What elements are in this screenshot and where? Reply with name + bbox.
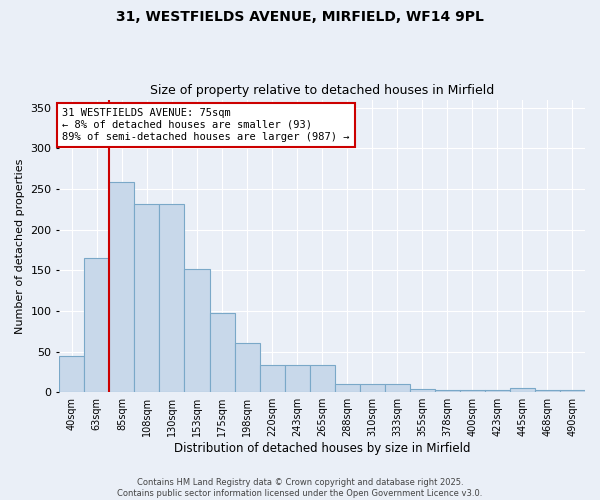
Bar	[235, 344, 260, 392]
Bar	[485, 390, 510, 392]
Bar	[85, 258, 109, 392]
Bar	[360, 384, 385, 392]
Bar	[410, 389, 435, 392]
Bar	[335, 384, 360, 392]
Bar	[510, 388, 535, 392]
Y-axis label: Number of detached properties: Number of detached properties	[15, 158, 25, 334]
Bar	[209, 314, 235, 392]
Bar	[184, 268, 209, 392]
Text: 31, WESTFIELDS AVENUE, MIRFIELD, WF14 9PL: 31, WESTFIELDS AVENUE, MIRFIELD, WF14 9P…	[116, 10, 484, 24]
Text: 31 WESTFIELDS AVENUE: 75sqm
← 8% of detached houses are smaller (93)
89% of semi: 31 WESTFIELDS AVENUE: 75sqm ← 8% of deta…	[62, 108, 349, 142]
Bar	[160, 204, 184, 392]
Title: Size of property relative to detached houses in Mirfield: Size of property relative to detached ho…	[150, 84, 494, 97]
Bar	[385, 384, 410, 392]
Bar	[59, 356, 85, 392]
Bar	[460, 390, 485, 392]
Bar	[535, 390, 560, 392]
Bar	[260, 366, 284, 392]
X-axis label: Distribution of detached houses by size in Mirfield: Distribution of detached houses by size …	[174, 442, 470, 455]
Bar	[560, 390, 585, 392]
Bar	[310, 366, 335, 392]
Bar	[284, 366, 310, 392]
Text: Contains HM Land Registry data © Crown copyright and database right 2025.
Contai: Contains HM Land Registry data © Crown c…	[118, 478, 482, 498]
Bar	[109, 182, 134, 392]
Bar	[134, 204, 160, 392]
Bar	[435, 390, 460, 392]
